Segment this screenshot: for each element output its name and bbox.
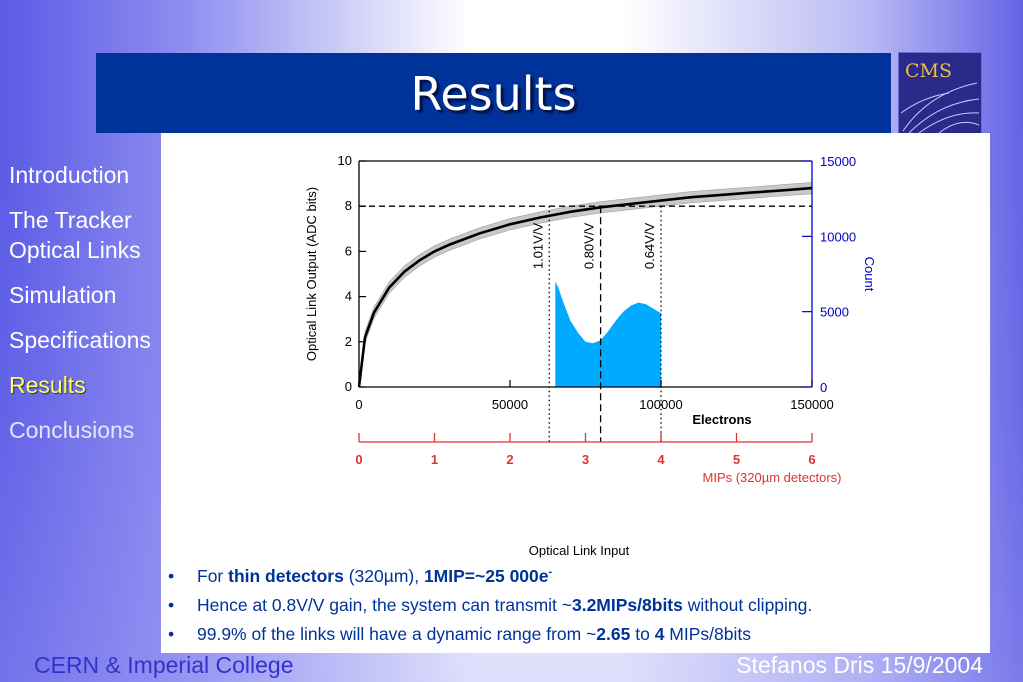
nav-item-introduction[interactable]: Introduction [9, 162, 130, 188]
content-panel [161, 133, 990, 653]
mip-tick-label: 0 [355, 452, 362, 467]
nav-item-specifications[interactable]: Specifications [9, 327, 151, 353]
bullet-emphasis: 1MIP=~25 000e [423, 566, 549, 586]
mip-tick-label: 1 [431, 452, 438, 467]
bullet-item: • For thin detectors (320µm), 1MIP=~25 00… [162, 566, 982, 595]
nav-item-conclusions[interactable]: Conclusions [9, 417, 135, 443]
x-tick-label: 100000 [639, 397, 682, 412]
x-tick-label: 0 [355, 397, 362, 412]
logo-text: CMS [905, 60, 953, 82]
bullet-fragment: to [630, 624, 655, 644]
slide-title: Results [410, 67, 577, 121]
gain-label: 0.64V/V [642, 223, 657, 270]
sidebar-nav: Introduction The Tracker Optical Links S… [9, 160, 169, 460]
bullet-item: • 99.9% of the links will have a dynamic … [162, 624, 982, 653]
bullet-fragment: without clipping. [682, 595, 813, 615]
y-tick-label: 2 [345, 334, 352, 349]
title-bar: Results [96, 53, 891, 133]
bullet-emphasis: 4 [654, 624, 665, 644]
bullet-fragment: Hence at 0.8V/V gain, the system can tra… [197, 595, 572, 615]
footer-institution: CERN & Imperial College [34, 652, 294, 678]
response-curve [357, 186, 813, 388]
footer-author-date: Stefanos Dris 15/9/2004 [736, 652, 983, 678]
bullet-dot: • [168, 624, 175, 644]
bullet-dot: • [168, 595, 175, 615]
bullet-emphasis: 2.65 [596, 624, 631, 644]
bullet-fragment: MIPs/8bits [664, 624, 751, 644]
bullet-dot: • [168, 566, 175, 586]
bullet-list: • For thin detectors (320µm), 1MIP=~25 00… [162, 566, 982, 653]
y-axis-label: Optical Link Output (ADC bits) [304, 187, 319, 361]
bullet-text: For thin detectors (320µm), 1MIP=~25 000… [197, 566, 552, 586]
bullet-emphasis: 3.2MIPs/8bits [571, 595, 683, 615]
right-tick-label: 0 [820, 380, 827, 395]
gain-label: 0.80V/V [582, 223, 597, 270]
y-tick-label: 0 [345, 379, 352, 394]
y-tick-label: 8 [345, 198, 352, 213]
bullet-fragment: For [197, 566, 229, 586]
x-tick-label: 150000 [790, 397, 833, 412]
mip-tick-label: 5 [733, 452, 740, 467]
x-tick-label: 50000 [492, 397, 528, 412]
mip-tick-label: 3 [582, 452, 589, 467]
cms-logo: CMS [898, 52, 982, 136]
x-axis-label: Electrons [692, 412, 751, 427]
bullet-emphasis: - [548, 566, 553, 579]
right-tick-label: 15000 [820, 154, 856, 169]
y-tick-label: 10 [338, 153, 352, 168]
bullet-fragment: (320µm), [343, 566, 424, 586]
right-tick-label: 5000 [820, 305, 849, 320]
bullet-text: 99.9% of the links will have a dynamic r… [197, 624, 751, 644]
mip-tick-label: 6 [808, 452, 815, 467]
chart-caption: Optical Link Input [529, 543, 630, 558]
gain-label: 1.01V/V [530, 223, 545, 270]
nav-item-results[interactable]: Results [9, 372, 86, 398]
mip-tick-label: 2 [506, 452, 513, 467]
y-tick-label: 4 [345, 289, 352, 304]
y-tick-label: 6 [345, 243, 352, 258]
right-tick-label: 10000 [820, 229, 856, 244]
bullet-emphasis: thin detectors [228, 566, 344, 586]
nav-item-tracker-optical-links[interactable]: The Tracker Optical Links [9, 207, 141, 263]
nav-item-simulation[interactable]: Simulation [9, 282, 117, 308]
mip-axis-label: MIPs (320µm detectors) [703, 470, 842, 485]
bullet-item: • Hence at 0.8V/V gain, the system can tr… [162, 595, 982, 624]
bullet-text: Hence at 0.8V/V gain, the system can tra… [197, 595, 812, 615]
right-axis-label: Count [862, 257, 877, 292]
logo-swirl-graphic [900, 82, 980, 134]
histogram-area [555, 281, 661, 387]
bullet-fragment: 99.9% of the links will have a dynamic r… [197, 624, 597, 644]
mip-tick-label: 4 [657, 452, 665, 467]
